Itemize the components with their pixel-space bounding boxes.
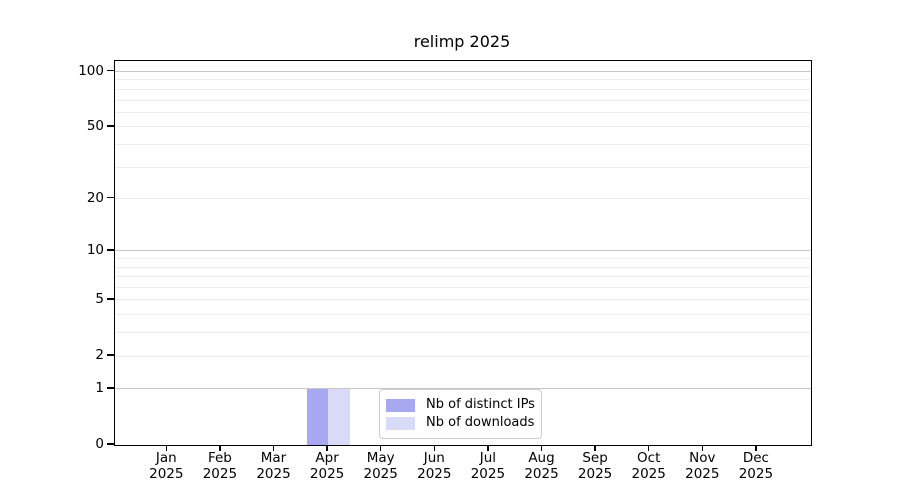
- x-tick-year: 2025: [524, 466, 559, 482]
- y-tick-label: 5: [95, 290, 104, 307]
- x-tick-month: Jan: [155, 450, 177, 466]
- x-tick-mark: [594, 445, 596, 451]
- x-tick-label: Jun 2025: [402, 450, 466, 482]
- x-tick-month: Jun: [423, 450, 445, 466]
- y-tick-label: 100: [78, 62, 104, 79]
- legend-swatch-downloads: [386, 416, 415, 430]
- legend: Nb of distinct IPs Nb of downloads: [379, 389, 542, 439]
- x-tick-mark: [165, 445, 168, 451]
- chart-title: relimp 2025: [413, 32, 511, 51]
- legend-entry-downloads: Nb of downloads: [386, 414, 535, 432]
- minor-gridline: [115, 276, 811, 278]
- x-tick-month: Apr: [315, 450, 339, 466]
- y-tick-mark: [107, 125, 114, 127]
- minor-gridline: [115, 266, 811, 268]
- y-tick-mark: [107, 443, 114, 445]
- x-tick-year: 2025: [202, 466, 238, 482]
- x-tick-month: Aug: [528, 450, 555, 466]
- x-tick-label: Jan 2025: [134, 450, 198, 482]
- x-tick-year: 2025: [685, 466, 720, 482]
- x-tick-month: May: [366, 450, 395, 466]
- y-tick-mark: [107, 196, 114, 199]
- x-tick-year: 2025: [470, 466, 506, 482]
- y-tick-mark: [107, 298, 114, 300]
- y-tick-label: 10: [86, 241, 104, 258]
- x-tick-mark: [219, 445, 221, 451]
- x-tick-mark: [755, 445, 757, 451]
- bar-apr-downloads: [328, 388, 350, 445]
- x-tick-year: 2025: [417, 466, 452, 482]
- minor-gridline: [115, 143, 811, 145]
- x-tick-label: Oct 2025: [617, 450, 681, 482]
- minor-gridline: [115, 126, 811, 128]
- x-tick-year: 2025: [309, 466, 345, 482]
- x-tick-month: Nov: [689, 450, 716, 466]
- minor-gridline: [115, 111, 811, 113]
- y-tick-mark: [107, 387, 114, 389]
- x-tick-month: Jul: [479, 450, 497, 466]
- x-tick-label: Dec 2025: [724, 450, 788, 482]
- minor-gridline: [115, 287, 811, 289]
- minor-gridline: [115, 166, 811, 168]
- x-tick-month: Mar: [260, 450, 287, 466]
- minor-gridline: [115, 198, 811, 200]
- y-tick-label: 1: [95, 379, 104, 396]
- x-tick-label: Mar 2025: [242, 450, 306, 482]
- x-tick-label: May 2025: [349, 450, 413, 482]
- x-tick-month: Feb: [207, 450, 232, 466]
- major-gridline: [115, 250, 811, 252]
- minor-gridline: [115, 99, 811, 101]
- minor-gridline: [115, 299, 811, 301]
- legend-swatch-distinct-ips: [386, 398, 415, 412]
- y-tick-label: 20: [86, 189, 104, 206]
- minor-gridline: [115, 258, 811, 260]
- x-tick-year: 2025: [256, 466, 291, 482]
- x-tick-label: Feb 2025: [188, 450, 252, 482]
- x-tick-year: 2025: [149, 466, 184, 482]
- bar-apr-distinct-ips: [306, 388, 329, 445]
- x-tick-mark: [379, 445, 382, 451]
- x-tick-month: Dec: [742, 450, 769, 466]
- x-tick-label: Apr 2025: [295, 450, 359, 482]
- x-tick-month: Oct: [637, 450, 661, 466]
- minor-gridline: [115, 314, 811, 316]
- major-gridline: [115, 388, 811, 390]
- x-tick-year: 2025: [631, 466, 666, 482]
- minor-gridline: [115, 79, 811, 81]
- x-tick-label: Jul 2025: [456, 450, 520, 482]
- x-tick-label: Sep 2025: [563, 450, 627, 482]
- x-tick-mark: [487, 445, 489, 451]
- major-gridline: [115, 71, 811, 72]
- y-tick-mark: [107, 69, 114, 72]
- x-tick-month: Sep: [582, 450, 608, 466]
- x-tick-label: Nov 2025: [670, 450, 734, 482]
- x-tick-mark: [326, 445, 328, 451]
- plot-area: Nb of distinct IPs Nb of downloads: [114, 60, 812, 446]
- x-tick-year: 2025: [738, 466, 774, 482]
- y-tick-mark: [107, 249, 114, 251]
- x-tick-mark: [540, 445, 543, 451]
- y-tick-mark: [107, 354, 114, 356]
- x-tick-mark: [433, 445, 436, 451]
- y-tick-label: 2: [95, 347, 104, 364]
- x-tick-mark: [701, 445, 704, 451]
- legend-label-downloads: Nb of downloads: [426, 415, 535, 430]
- x-tick-label: Aug 2025: [510, 450, 574, 482]
- y-tick-label: 0: [95, 436, 104, 452]
- minor-gridline: [115, 332, 811, 334]
- minor-gridline: [115, 355, 811, 357]
- x-tick-year: 2025: [363, 466, 398, 482]
- y-tick-label: 50: [86, 117, 104, 134]
- x-tick-year: 2025: [577, 466, 613, 482]
- legend-entry-distinct-ips: Nb of distinct IPs: [386, 396, 535, 414]
- x-tick-mark: [647, 445, 650, 451]
- legend-label-distinct-ips: Nb of distinct IPs: [426, 397, 535, 412]
- x-tick-mark: [272, 445, 275, 451]
- minor-gridline: [115, 88, 811, 90]
